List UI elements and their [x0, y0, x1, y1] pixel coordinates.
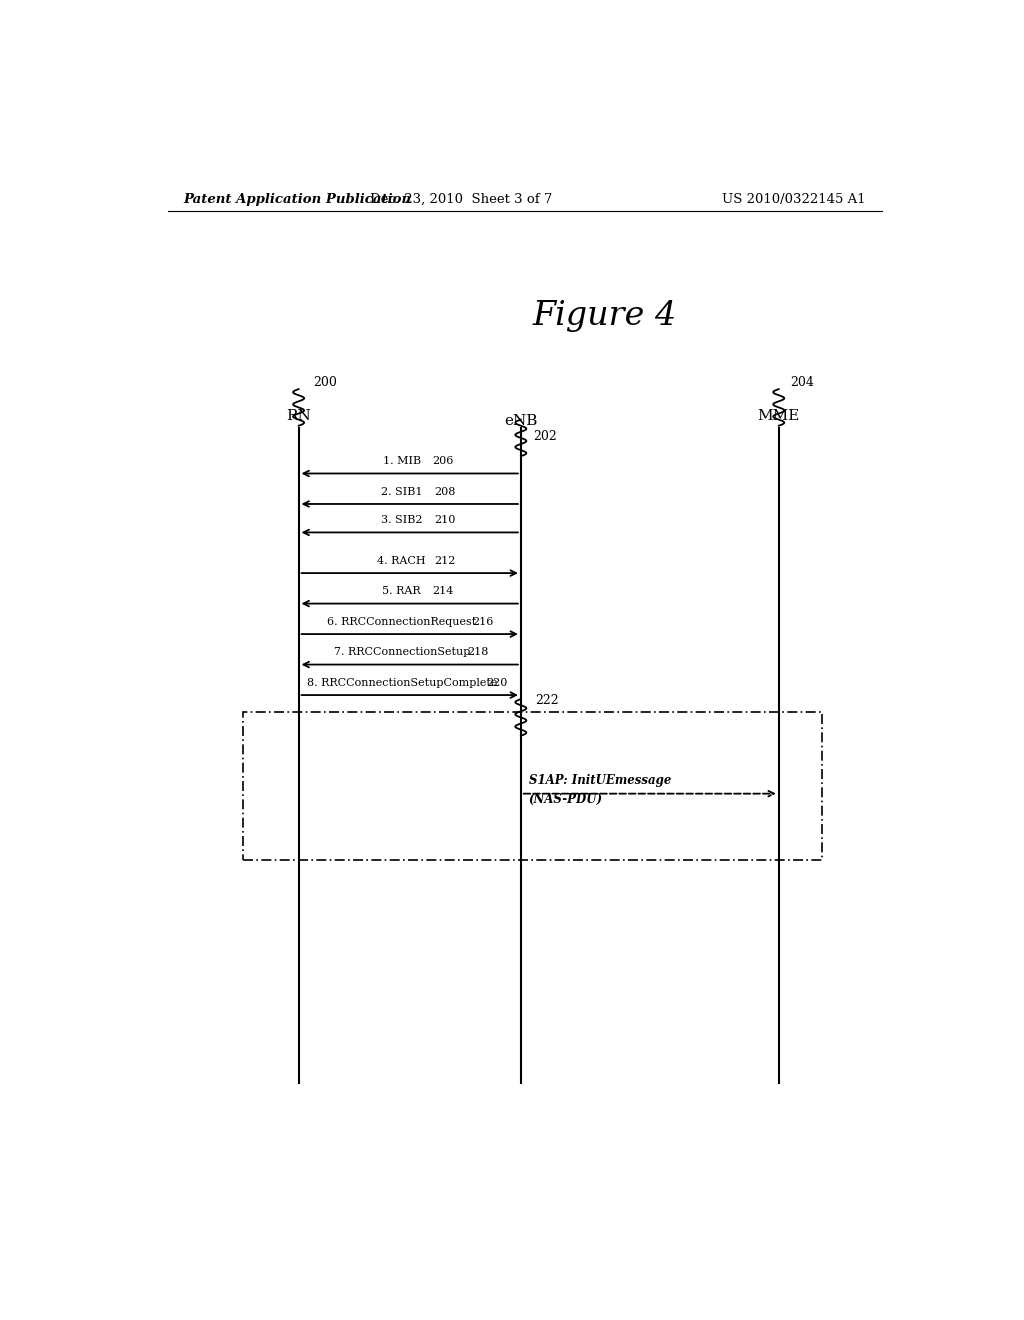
- Text: 7. RRCConnectionSetup: 7. RRCConnectionSetup: [334, 647, 470, 657]
- Text: 6. RRCConnectionRequest: 6. RRCConnectionRequest: [327, 616, 476, 627]
- Text: 214: 214: [432, 586, 454, 597]
- Text: 5. RAR: 5. RAR: [383, 586, 421, 597]
- Text: 206: 206: [432, 457, 454, 466]
- Text: 210: 210: [434, 515, 456, 525]
- Text: 3. SIB2: 3. SIB2: [381, 515, 423, 525]
- Text: 4. RACH: 4. RACH: [378, 556, 426, 566]
- Text: (NAS-PDU): (NAS-PDU): [528, 793, 603, 805]
- Text: 216: 216: [472, 616, 494, 627]
- Text: 2. SIB1: 2. SIB1: [381, 487, 423, 496]
- Text: US 2010/0322145 A1: US 2010/0322145 A1: [722, 193, 866, 206]
- Text: 8. RRCConnectionSetupComplete: 8. RRCConnectionSetupComplete: [306, 678, 497, 688]
- Text: Figure 4: Figure 4: [532, 300, 676, 331]
- Text: 204: 204: [791, 376, 814, 389]
- Text: 1. MIB: 1. MIB: [383, 457, 421, 466]
- Text: MME: MME: [758, 409, 800, 422]
- Text: 202: 202: [532, 430, 556, 444]
- Text: Dec. 23, 2010  Sheet 3 of 7: Dec. 23, 2010 Sheet 3 of 7: [370, 193, 553, 206]
- Text: 200: 200: [313, 376, 337, 389]
- Text: 222: 222: [536, 694, 559, 708]
- Text: eNB: eNB: [504, 413, 538, 428]
- Text: 212: 212: [434, 556, 456, 566]
- Text: 208: 208: [434, 487, 456, 496]
- Text: 218: 218: [468, 647, 489, 657]
- Text: RN: RN: [287, 409, 311, 422]
- Text: S1AP: InitUEmessage: S1AP: InitUEmessage: [528, 774, 671, 787]
- Text: 220: 220: [486, 678, 508, 688]
- Text: Patent Application Publication: Patent Application Publication: [183, 193, 412, 206]
